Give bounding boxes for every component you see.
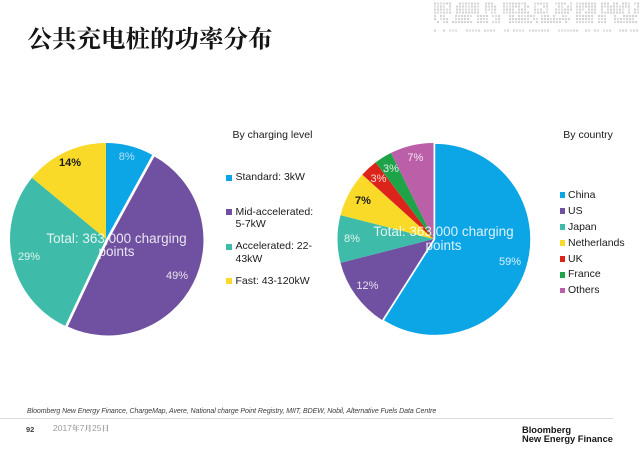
svg-text:7: 7 bbox=[80, 423, 85, 433]
svg-text:2017: 2017 bbox=[53, 423, 72, 433]
svg-text:25: 25 bbox=[92, 423, 102, 433]
